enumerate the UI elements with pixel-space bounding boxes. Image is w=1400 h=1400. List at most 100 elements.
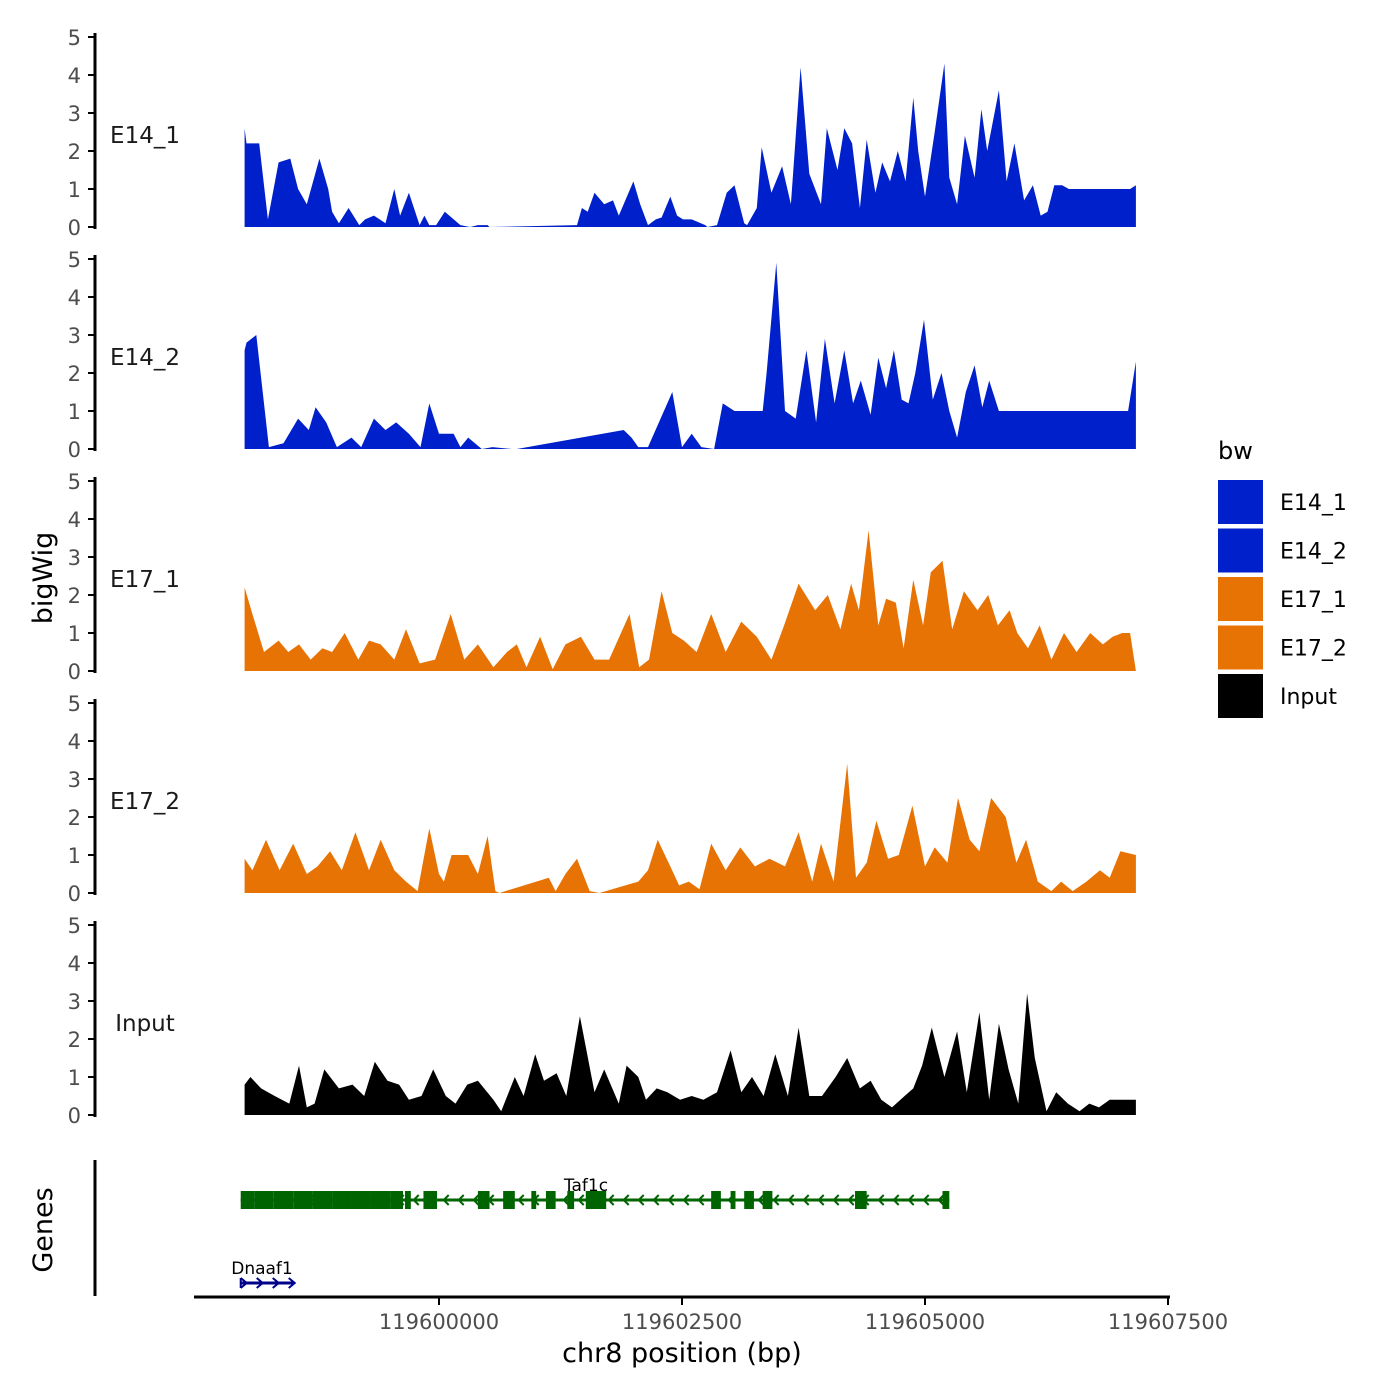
strand-arrow [577, 1194, 585, 1206]
y-tick-label: 5 [68, 470, 81, 494]
strand-arrow [256, 1277, 265, 1289]
strand-arrow [802, 1194, 810, 1206]
y-tick-label: 3 [68, 102, 81, 126]
strand-arrow [877, 1194, 885, 1206]
y-tick-label: 5 [68, 914, 81, 938]
y-tick-label: 0 [68, 216, 81, 240]
genes-axis-title: Genes [28, 1187, 59, 1272]
exon [477, 1191, 490, 1209]
strand-arrow [772, 1194, 780, 1206]
y-tick-label: 1 [68, 178, 81, 202]
track-input: 0 1 2 3 4 5 Input [68, 914, 1136, 1128]
strand-arrow [637, 1194, 645, 1206]
y-tick-label: 4 [68, 730, 81, 754]
strand-arrow [922, 1194, 930, 1206]
gene-label-dnaaf1: Dnaaf1 [231, 1259, 293, 1279]
exon [240, 1191, 255, 1209]
y-tick-label: 0 [68, 660, 81, 684]
legend-label: E14_2 [1280, 540, 1347, 565]
strand-arrow [622, 1194, 630, 1206]
legend-swatch-e17-2 [1218, 625, 1263, 670]
exon [351, 1191, 371, 1209]
exon [762, 1191, 773, 1209]
exon [711, 1191, 721, 1209]
y-tick-label: 1 [68, 844, 81, 868]
y-tick-label: 5 [68, 26, 81, 50]
x-tick-label: 119607500 [1108, 1310, 1228, 1334]
legend-swatch-e14-2 [1218, 528, 1263, 573]
signal-area-e17-2 [244, 763, 1136, 893]
strand-arrow [892, 1194, 900, 1206]
gene-label-taf1c: Taf1c [563, 1176, 608, 1196]
strand-arrow [607, 1194, 615, 1206]
exon [730, 1191, 736, 1209]
exon [390, 1191, 404, 1209]
exon [312, 1191, 333, 1209]
y-tick-label: 3 [68, 324, 81, 348]
legend-label: Input [1280, 685, 1337, 710]
strand-arrow [240, 1277, 249, 1289]
legend-swatch-e17-1 [1218, 577, 1263, 621]
y-tick-label: 0 [68, 882, 81, 906]
y-tick-label: 2 [68, 584, 81, 608]
y-tick-label: 2 [68, 362, 81, 386]
y-tick-label: 3 [68, 990, 81, 1014]
strand-arrow [697, 1194, 705, 1206]
x-tick-label: 119600000 [379, 1310, 499, 1334]
y-tick-label: 2 [68, 140, 81, 164]
strand-arrow [412, 1194, 420, 1206]
legend: E14_1 E14_2 E17_1 E17_2 Input [1218, 480, 1347, 718]
legend-label: E17_2 [1280, 637, 1347, 662]
signal-area-e14-1 [244, 63, 1136, 227]
strand-arrow [652, 1194, 660, 1206]
track-label: E14_2 [110, 345, 180, 371]
strand-arrow [682, 1194, 690, 1206]
y-tick-label: 4 [68, 952, 81, 976]
track-label: E14_1 [110, 123, 180, 149]
track-label: E17_2 [110, 789, 180, 815]
legend-swatch-e14-1 [1218, 480, 1263, 524]
strand-arrow [562, 1194, 570, 1206]
strand-arrow [517, 1194, 525, 1206]
strand-arrow [472, 1194, 480, 1206]
strand-arrow [442, 1194, 450, 1206]
y-tick-label: 2 [68, 806, 81, 830]
x-axis-title: chr8 position (bp) [562, 1338, 802, 1369]
exon [855, 1191, 867, 1209]
legend-title: bw [1218, 437, 1253, 465]
gene-annotation-panel: Taf1c Dnaaf1 [93, 1160, 950, 1296]
y-tick-label: 4 [68, 286, 81, 310]
signal-panels: 0 1 2 3 4 5 E14_1 0 1 2 3 4 5 E14_2 0 1 2 3 4 5 E17_1 0 1 2 3 4 5 E… [68, 26, 1136, 1128]
y-tick-label: 5 [68, 692, 81, 716]
strand-arrow [757, 1194, 765, 1206]
exon [370, 1191, 391, 1209]
x-tick-label: 119602500 [622, 1310, 742, 1334]
exon [404, 1191, 411, 1209]
y-tick-label: 1 [68, 1066, 81, 1090]
y-tick-label: 0 [68, 1104, 81, 1128]
track-label: E17_1 [110, 567, 180, 593]
y-tick-label: 0 [68, 438, 81, 462]
track-label: Input [115, 1011, 175, 1037]
exon [423, 1191, 438, 1209]
legend-label: E17_1 [1280, 588, 1347, 613]
track-e14-2: 0 1 2 3 4 5 E14_2 [68, 248, 1136, 462]
exon [293, 1191, 313, 1209]
y-axis-title: bigWig [28, 532, 59, 625]
exon [585, 1191, 607, 1209]
legend-swatch-input [1218, 674, 1263, 718]
y-tick-label: 3 [68, 768, 81, 792]
signal-area-e14-2 [244, 262, 1136, 449]
strand-arrow [937, 1194, 945, 1206]
y-tick-label: 4 [68, 64, 81, 88]
y-tick-label: 2 [68, 1028, 81, 1052]
y-tick-label: 4 [68, 508, 81, 532]
strand-arrow [832, 1194, 840, 1206]
legend-label: E14_1 [1280, 491, 1347, 516]
y-tick-label: 1 [68, 622, 81, 646]
strand-arrow [457, 1194, 465, 1206]
exon [744, 1191, 754, 1209]
signal-area-input [244, 993, 1136, 1115]
exon [531, 1191, 537, 1209]
